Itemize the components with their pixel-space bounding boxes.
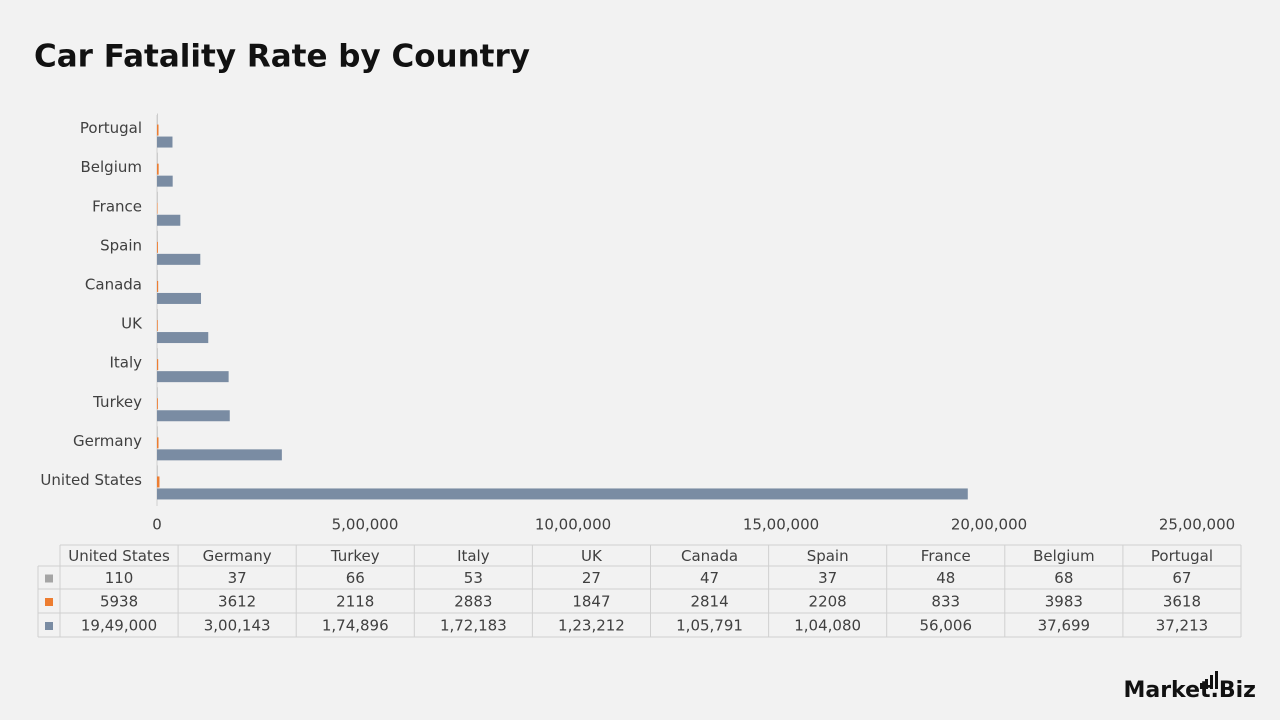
table-cell: 5938 <box>100 593 138 611</box>
bar <box>157 113 158 125</box>
y-tick-label: Portugal <box>80 119 142 137</box>
table-cell: 47 <box>700 569 719 587</box>
table-header: Italy <box>457 547 490 565</box>
bar <box>157 136 173 148</box>
table-header: UK <box>581 547 603 565</box>
x-tick-label: 15,00,000 <box>743 516 819 534</box>
bar <box>157 152 158 164</box>
bar <box>157 426 158 438</box>
bar <box>157 230 158 242</box>
legend-key <box>45 574 53 583</box>
logo-icon <box>1200 671 1218 689</box>
table-cell: 1,23,212 <box>558 617 625 635</box>
table-header: France <box>921 547 971 565</box>
bar <box>157 449 282 461</box>
table-cell: 1,05,791 <box>676 617 743 635</box>
table-cell: 3983 <box>1045 593 1083 611</box>
table-cell: 37,213 <box>1156 617 1209 635</box>
table-cell: 48 <box>936 569 955 587</box>
table-cell: 27 <box>582 569 601 587</box>
bar <box>157 387 158 399</box>
table-cell: 53 <box>464 569 483 587</box>
bar <box>157 437 159 449</box>
bar <box>157 163 159 175</box>
bar <box>157 398 158 410</box>
y-tick-label: Canada <box>85 275 142 293</box>
bar <box>157 292 202 304</box>
table-header: Turkey <box>330 547 380 565</box>
table-cell: 3,00,143 <box>204 617 271 635</box>
legend-key <box>45 622 53 630</box>
table-cell: 833 <box>931 593 960 611</box>
table-cell: 37 <box>818 569 837 587</box>
bar <box>157 465 158 477</box>
table-cell: 19,49,000 <box>81 617 157 635</box>
table-cell: 1,74,896 <box>322 617 389 635</box>
bar <box>157 253 201 265</box>
table-header: United States <box>68 547 170 565</box>
y-tick-label: France <box>92 197 142 215</box>
table-cell: 2814 <box>690 593 728 611</box>
bar <box>157 371 229 383</box>
table-cell: 1847 <box>572 593 610 611</box>
table-cell: 56,006 <box>920 617 973 635</box>
bar <box>157 476 160 488</box>
bar <box>157 320 158 332</box>
bar <box>157 410 230 422</box>
table-cell: 1,72,183 <box>440 617 507 635</box>
y-tick-label: Spain <box>100 236 142 254</box>
table-cell: 3618 <box>1163 593 1201 611</box>
table-cell: 37 <box>228 569 247 587</box>
table-header: Spain <box>807 547 849 565</box>
table-cell: 2883 <box>454 593 492 611</box>
bar <box>157 309 158 321</box>
y-tick-label: Belgium <box>81 158 143 176</box>
x-tick-label: 10,00,000 <box>535 516 611 534</box>
table-cell: 3612 <box>218 593 256 611</box>
y-tick-label: Italy <box>109 354 142 372</box>
bar <box>157 175 173 187</box>
bar <box>157 348 158 360</box>
y-tick-label: UK <box>121 315 143 333</box>
chart-title: Car Fatality Rate by Country <box>34 39 530 75</box>
bar <box>157 359 159 371</box>
table-cell: 2208 <box>809 593 847 611</box>
table-cell: 110 <box>105 569 134 587</box>
y-tick-label: United States <box>40 471 142 489</box>
bar <box>157 202 158 214</box>
table-header: Canada <box>681 547 738 565</box>
table-cell: 2118 <box>336 593 374 611</box>
bar <box>157 280 159 292</box>
x-tick-label: 20,00,000 <box>951 516 1027 534</box>
bar <box>157 124 159 136</box>
table-cell: 37,699 <box>1038 617 1091 635</box>
logo: Market.Biz <box>1123 678 1256 703</box>
table-header: Portugal <box>1151 547 1213 565</box>
y-tick-label: Turkey <box>92 393 142 411</box>
x-tick-label: 5,00,000 <box>332 516 399 534</box>
bar <box>157 191 158 203</box>
bar <box>157 214 181 226</box>
bar <box>157 269 158 281</box>
x-tick-label: 0 <box>152 516 162 534</box>
table-cell: 67 <box>1172 569 1191 587</box>
table-header: Germany <box>203 547 272 565</box>
y-tick-label: Germany <box>73 432 142 450</box>
bar <box>157 241 158 253</box>
legend-key <box>45 598 53 606</box>
table-header: Belgium <box>1033 547 1095 565</box>
table-cell: 1,04,080 <box>794 617 861 635</box>
bar <box>157 488 968 500</box>
x-tick-label: 25,00,000 <box>1159 516 1235 534</box>
bar <box>157 332 209 344</box>
table-cell: 66 <box>346 569 365 587</box>
table-cell: 68 <box>1054 569 1073 587</box>
